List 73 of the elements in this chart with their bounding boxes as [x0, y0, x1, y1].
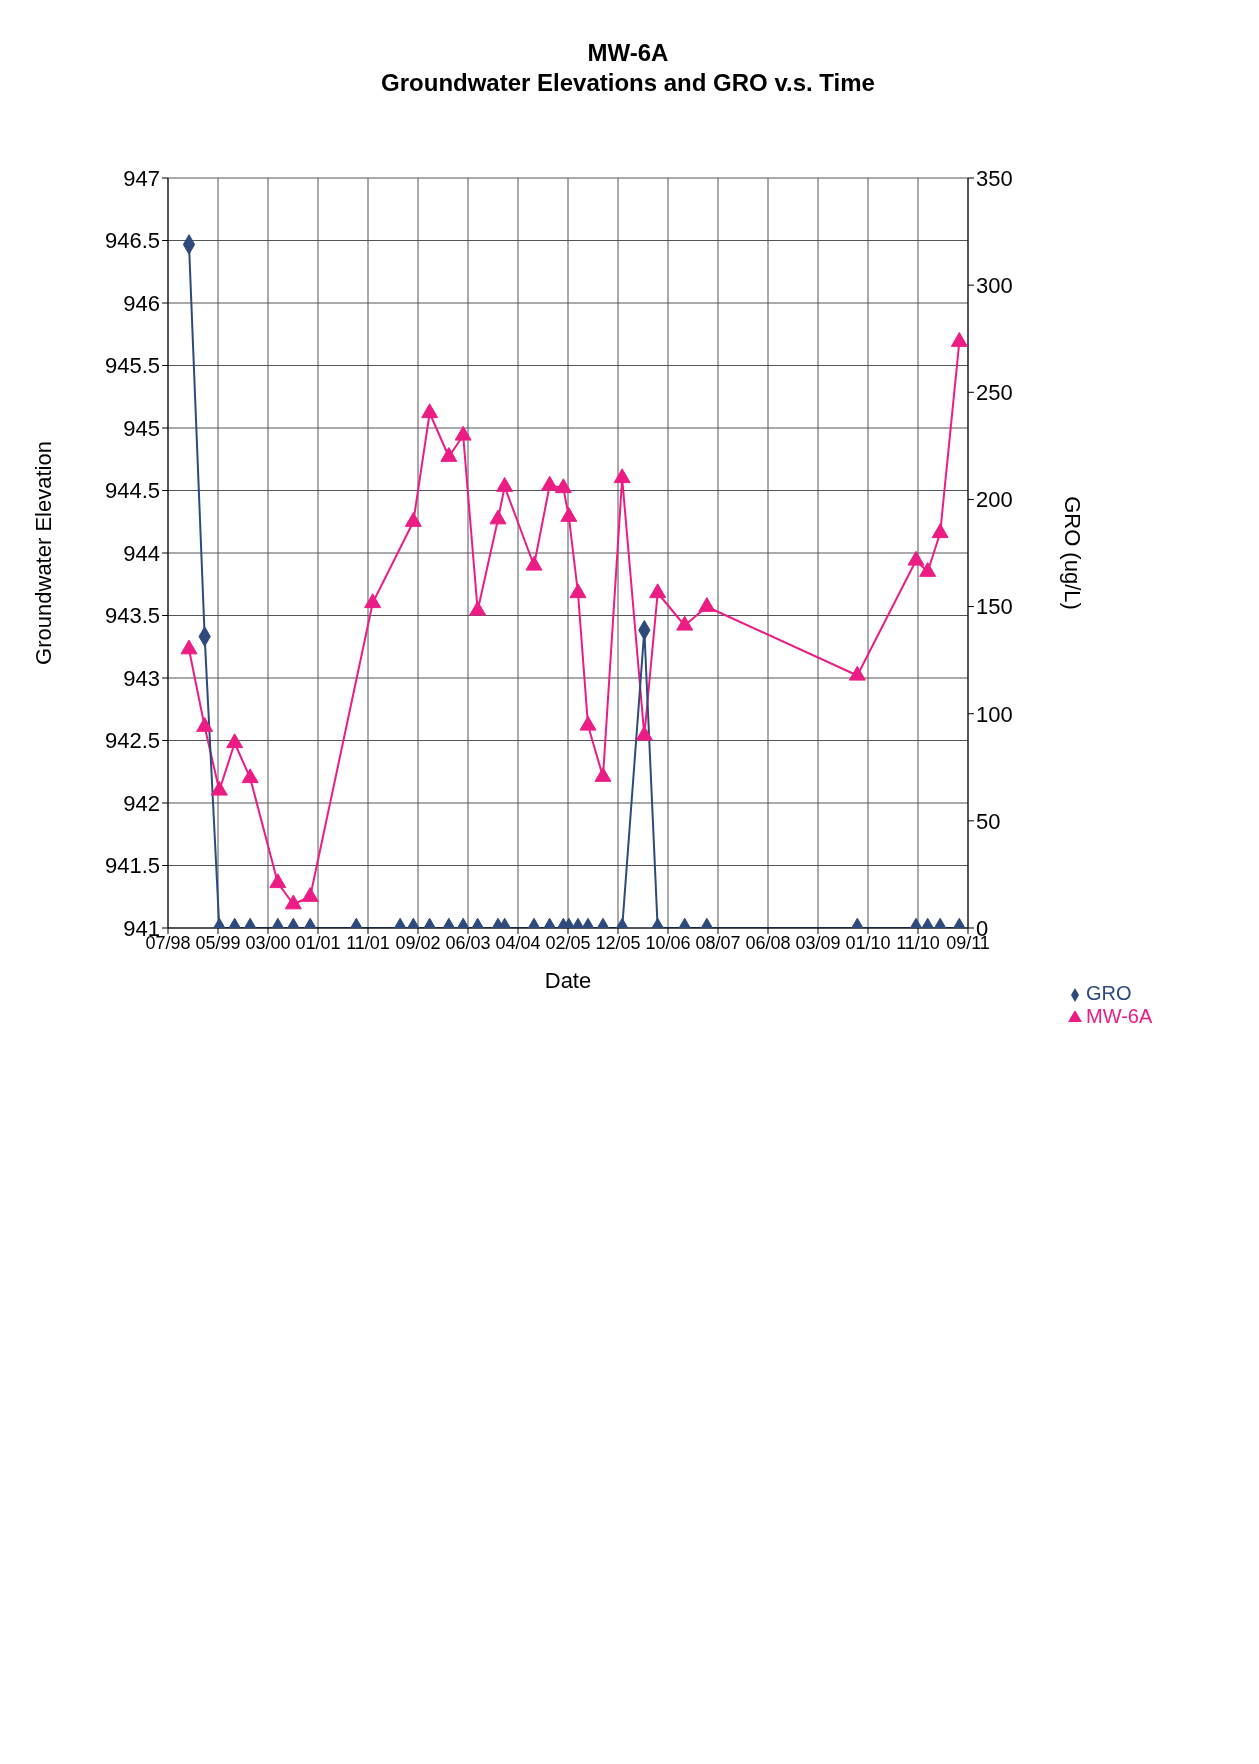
point	[554, 478, 572, 494]
y-tick-label: 944.5	[104, 478, 160, 504]
y2-tick-label: 350	[976, 165, 1013, 191]
y-tick-label: 941.5	[104, 853, 160, 879]
x-tick-label: 06/08	[745, 932, 791, 953]
point	[226, 733, 244, 749]
x-tick-label: 01/10	[845, 932, 891, 953]
point	[421, 403, 439, 419]
point	[496, 477, 514, 492]
point	[676, 615, 694, 631]
y2-tick-label: 200	[976, 487, 1013, 513]
point	[950, 332, 968, 347]
point	[931, 523, 949, 539]
point	[454, 425, 472, 441]
point	[541, 475, 559, 491]
y-tick-label: 946	[123, 290, 160, 316]
point	[469, 600, 487, 616]
point	[919, 562, 937, 577]
point	[241, 768, 259, 784]
legend-label: GRO	[1086, 982, 1132, 1004]
y-tick-label: 946.5	[104, 228, 160, 254]
point	[301, 887, 319, 902]
y-axis-title: Groundwater Elevation	[30, 441, 56, 665]
point	[196, 717, 214, 732]
y2-tick-label: 100	[976, 701, 1013, 727]
x-tick-label: 10/06	[645, 932, 691, 953]
point	[525, 555, 543, 571]
y-tick-label: 943.5	[104, 603, 160, 629]
y2-tick-label: 250	[976, 380, 1013, 406]
point	[269, 873, 287, 889]
y2-axis-title: GRO (ug/L)	[1060, 496, 1086, 610]
x-tick-label: 01/01	[295, 932, 341, 953]
x-tick-label: 12/05	[595, 932, 641, 953]
point	[210, 780, 228, 796]
x-tick-label: 02/05	[545, 932, 591, 953]
x-tick-label: 03/00	[245, 932, 291, 953]
point	[579, 715, 597, 731]
y-tick-label: 945.5	[104, 353, 160, 379]
point	[848, 665, 866, 681]
x-axis-title: Date	[544, 968, 592, 993]
point	[698, 597, 716, 612]
point	[569, 583, 587, 599]
point	[364, 593, 382, 609]
point	[180, 639, 198, 655]
x-tick-label: 04/04	[495, 932, 541, 953]
x-tick-label: 09/02	[395, 932, 441, 953]
x-tick-label: 06/03	[445, 932, 491, 953]
x-tick-label: 03/09	[795, 932, 841, 953]
y2-tick-label: 300	[976, 272, 1013, 298]
point	[613, 468, 631, 484]
y-tick-label: 943	[123, 665, 160, 691]
y-tick-label: 942.5	[104, 728, 160, 754]
point	[907, 550, 925, 566]
chart-title: MW-6A	[586, 38, 670, 68]
x-tick-label: 08/07	[695, 932, 741, 953]
chart-subtitle: Groundwater Elevations and GRO v.s. Time	[380, 68, 876, 98]
point	[594, 767, 612, 782]
y-tick-label: 947	[123, 165, 160, 191]
point	[404, 512, 422, 527]
point	[284, 894, 302, 910]
y2-tick-label: 150	[976, 594, 1013, 620]
y-tick-label: 944	[123, 540, 160, 566]
y-tick-label: 942	[123, 790, 160, 816]
y2-tick-label: 50	[976, 808, 1001, 834]
x-tick-label: 05/99	[195, 932, 241, 953]
point	[649, 583, 667, 599]
y-tick-label: 945	[123, 415, 160, 441]
legend-label: MW-6A	[1086, 1005, 1153, 1027]
x-tick-label: 11/10	[896, 932, 940, 953]
point	[489, 509, 507, 525]
point	[560, 507, 578, 522]
x-tick-label: 11/01	[346, 932, 390, 953]
point	[440, 447, 458, 462]
